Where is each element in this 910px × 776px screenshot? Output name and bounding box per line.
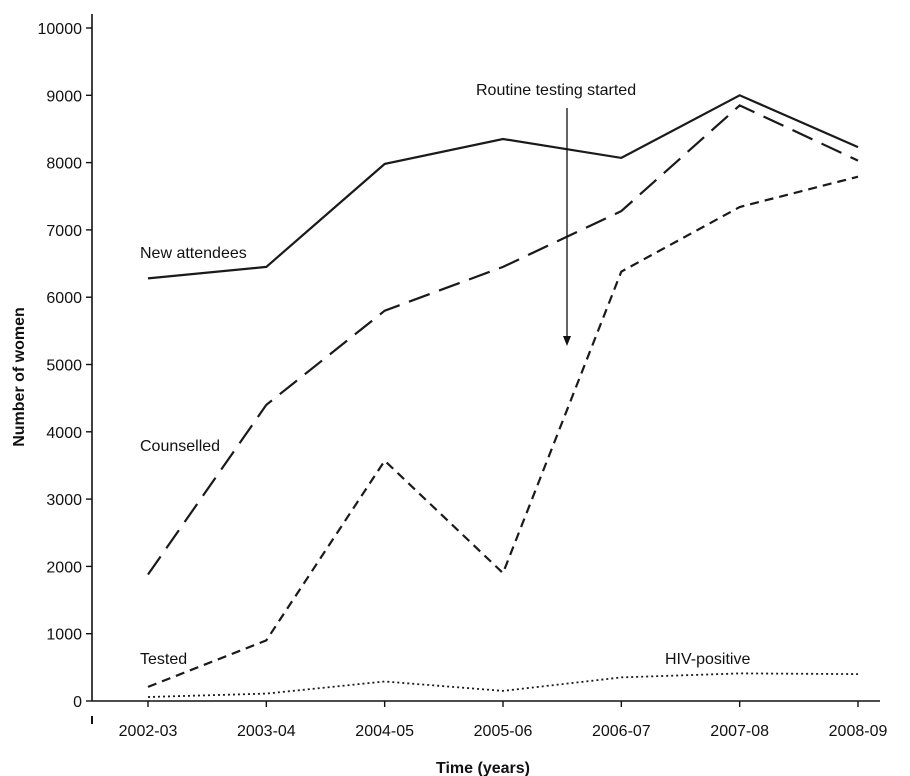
series-label-tested: Tested (140, 651, 187, 668)
routine-testing-annotation: Routine testing started (476, 82, 636, 346)
series-line-hiv-positive (147, 672, 859, 698)
y-tick-label: 10000 (38, 21, 83, 38)
annotation-arrow-head (563, 336, 571, 346)
x-ticks: 2002-03 2003-04 2004-05 2005-06 2006-07 2007-… (119, 701, 888, 740)
y-tick-label: 9000 (46, 88, 82, 105)
y-ticks: 0 1000 2000 3000 4000 5000 6000 7000 8000 9000 100… (38, 21, 92, 711)
y-tick-label: 8000 (46, 156, 82, 173)
x-tick-label: 2007-08 (710, 723, 769, 740)
series-lines (147, 94, 859, 698)
x-tick-label: 2002-03 (119, 723, 178, 740)
series-label-counselled: Counselled (140, 438, 220, 455)
x-tick-label: 2008-09 (829, 723, 888, 740)
y-tick-label: 2000 (46, 559, 82, 576)
annotation-text: Routine testing started (476, 82, 636, 99)
series-line-new-attendees (147, 94, 859, 280)
series-label-new-attendees: New attendees (140, 245, 247, 262)
y-tick-label: 7000 (46, 223, 82, 240)
x-tick-label: 2005-06 (474, 723, 533, 740)
x-tick-label: 2004-05 (355, 723, 414, 740)
y-tick-label: 6000 (46, 290, 82, 307)
y-tick-label: 1000 (46, 627, 82, 644)
x-tick-label: 2003-04 (237, 723, 296, 740)
series-line-counselled (147, 104, 859, 576)
axes (91, 14, 880, 724)
y-tick-label: 0 (73, 694, 82, 711)
x-axis-title: Time (years) (436, 760, 530, 776)
y-tick-label: 3000 (46, 492, 82, 509)
x-tick-label: 2006-07 (592, 723, 651, 740)
y-tick-label: 5000 (46, 358, 82, 375)
series-label-hiv-positive: HIV-positive (665, 651, 750, 668)
y-axis-title: Number of women (11, 307, 28, 447)
series-line-tested (147, 175, 859, 688)
y-tick-label: 4000 (46, 425, 82, 442)
